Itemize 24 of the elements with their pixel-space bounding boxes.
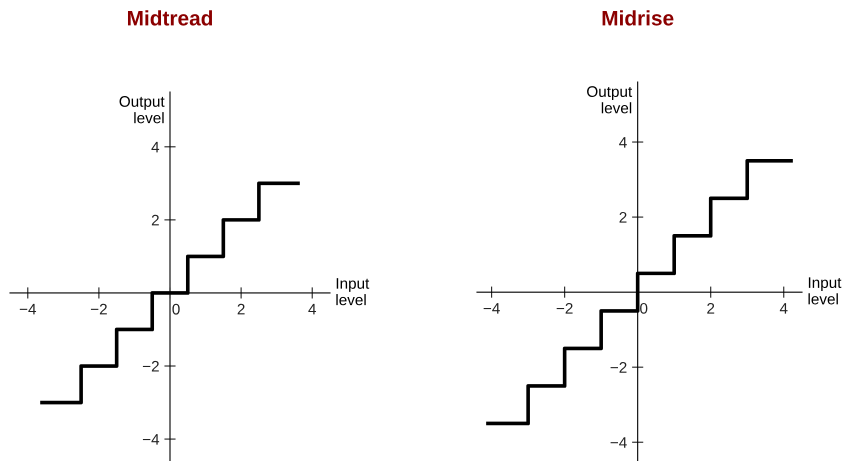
x-tick-label: 4 <box>308 304 316 314</box>
y-tick-label: −2 <box>142 360 159 372</box>
y-axis-title: Output level <box>120 96 165 124</box>
x-tick-label: 2 <box>238 304 245 314</box>
x-tick-label: 0 <box>172 304 180 315</box>
x-tick-label: 4 <box>780 303 788 314</box>
y-tick-label: 2 <box>620 212 626 223</box>
x-tick-label: 2 <box>707 302 714 314</box>
chart-title: Midrise <box>602 10 674 26</box>
chart-title: Midtread <box>128 10 212 26</box>
x-tick-label: −4 <box>484 303 500 314</box>
x-axis-title: Input level <box>808 277 842 304</box>
y-axis-title: Output level <box>587 86 632 114</box>
x-tick-label: −2 <box>90 304 107 314</box>
x-axis-title: Input level <box>336 278 370 306</box>
x-tick-label: −4 <box>20 304 36 314</box>
x-tick-label: 0 <box>640 302 648 314</box>
y-tick-label: 4 <box>151 142 160 152</box>
y-tick-label: 4 <box>619 137 627 148</box>
y-tick-label: −4 <box>610 437 627 448</box>
y-tick-label: −2 <box>610 362 626 373</box>
x-tick-label: −2 <box>556 302 573 314</box>
y-tick-label: −4 <box>142 434 160 445</box>
y-tick-label: 2 <box>152 214 159 226</box>
